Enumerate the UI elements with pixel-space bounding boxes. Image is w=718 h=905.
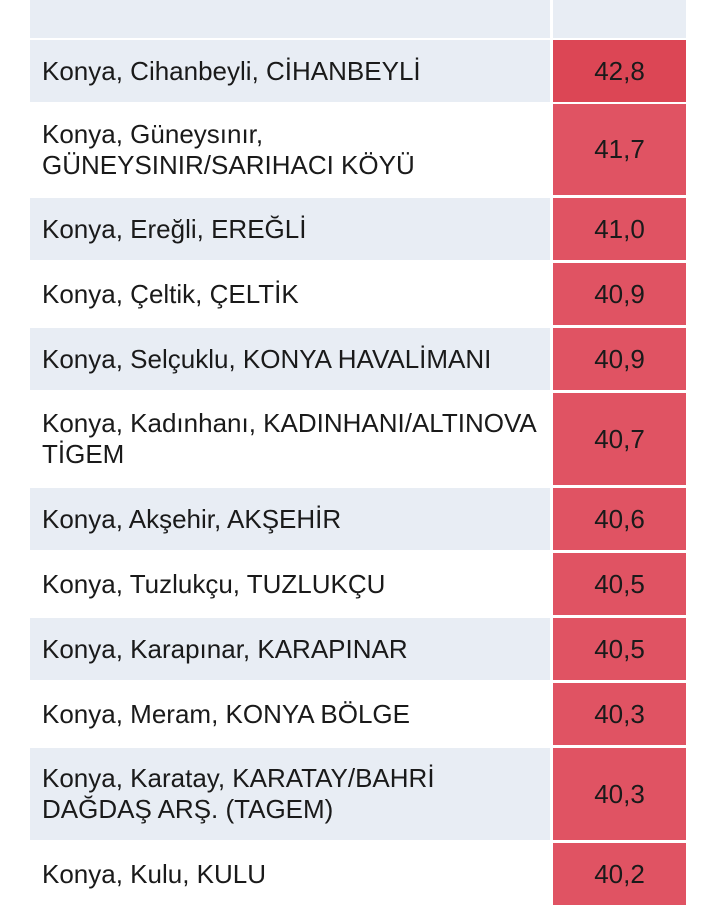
location-cell: Konya, Karapınar, KARAPINAR (30, 618, 550, 680)
temperature-value-cell: 40,6 (553, 488, 686, 550)
table-row: Konya, Ereğli, EREĞLİ 41,0 (30, 198, 686, 260)
temperature-value-cell: 40,7 (553, 393, 686, 485)
location-cell: Konya, Selçuklu, KONYA HAVALİMANI (30, 328, 550, 390)
table-row: Konya, Akşehir, AKŞEHİR 40,6 (30, 488, 686, 550)
temperature-value-cell: 42,8 (553, 40, 686, 102)
location-cell: Konya, Tuzlukçu, TUZLUKÇU (42, 568, 386, 599)
header-cell-value (553, 0, 686, 38)
location-cell: Konya, Güneysınır, GÜNEYSINIR/SARIHACI K… (42, 118, 415, 180)
table-row: Konya, Selçuklu, KONYA HAVALİMANI 40,9 (30, 328, 686, 390)
table-row: Konya, Meram, KONYA BÖLGE 40,3 (30, 683, 686, 745)
location-cell: Konya, Meram, KONYA BÖLGE (42, 698, 410, 729)
temperature-value-cell: 40,2 (553, 843, 686, 905)
location-cell: Konya, Kulu, KULU (42, 858, 267, 889)
location-cell: Konya, Karatay, KARATAY/BAHRİ DAĞDAŞ ARŞ… (30, 748, 550, 840)
location-cell: Konya, Çeltik, ÇELTİK (42, 278, 299, 309)
temperature-value-cell: 40,9 (553, 328, 686, 390)
temperature-value-cell: 40,5 (553, 618, 686, 680)
location-cell: Konya, Cihanbeyli, CİHANBEYLİ (30, 40, 550, 102)
temperature-value-cell: 40,3 (553, 748, 686, 840)
table-row: Konya, Tuzlukçu, TUZLUKÇU 40,5 (30, 553, 686, 615)
table-row: Konya, Kulu, KULU 40,2 (30, 843, 686, 905)
temperature-value-cell: 40,3 (553, 683, 686, 745)
table-header-row (30, 0, 686, 38)
table-row: Konya, Çeltik, ÇELTİK 40,9 (30, 263, 686, 325)
temperature-value-cell: 40,9 (553, 263, 686, 325)
temperature-value-cell: 40,5 (553, 553, 686, 615)
location-cell: Konya, Ereğli, EREĞLİ (30, 198, 550, 260)
location-cell: Konya, Kadınhanı, KADINHANI/ALTINOVA TİG… (42, 408, 536, 469)
location-cell: Konya, Akşehir, AKŞEHİR (30, 488, 550, 550)
header-cell-location (30, 0, 550, 38)
temperature-value-cell: 41,0 (553, 198, 686, 260)
table-row: Konya, Karapınar, KARAPINAR 40,5 (30, 618, 686, 680)
table-row: Konya, Cihanbeyli, CİHANBEYLİ 42,8 (30, 40, 686, 102)
temperature-value-cell: 41,7 (553, 104, 686, 195)
table-row: Konya, Güneysınır, GÜNEYSINIR/SARIHACI K… (30, 104, 686, 195)
table-row: Konya, Kadınhanı, KADINHANI/ALTINOVA TİG… (30, 393, 686, 485)
table-row: Konya, Karatay, KARATAY/BAHRİ DAĞDAŞ ARŞ… (30, 748, 686, 840)
